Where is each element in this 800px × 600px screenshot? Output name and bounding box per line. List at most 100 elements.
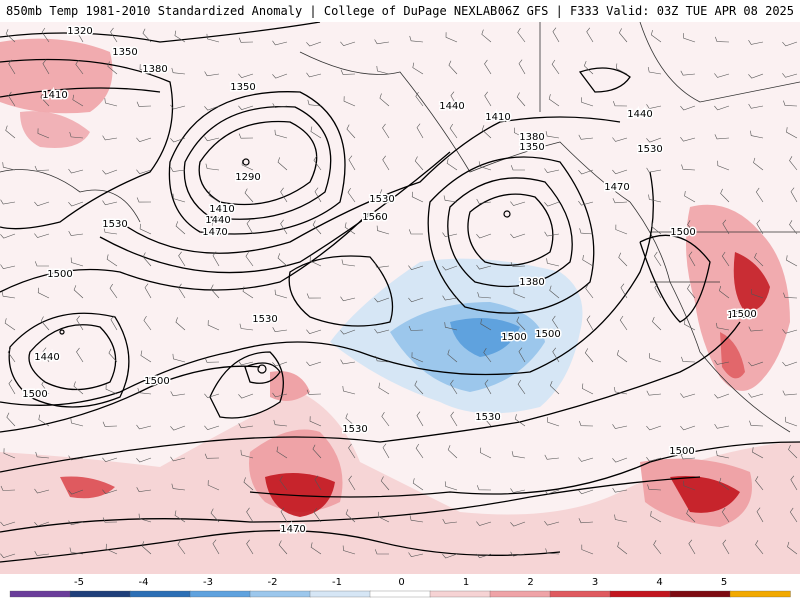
wind-barb bbox=[612, 424, 628, 429]
wind-barb bbox=[408, 552, 424, 558]
wind-barb bbox=[314, 187, 322, 203]
wind-barb bbox=[646, 104, 662, 109]
contour-label: 1560 bbox=[362, 212, 387, 223]
wind-barb bbox=[617, 541, 628, 555]
contour-line bbox=[0, 529, 561, 563]
contour-line bbox=[447, 177, 573, 288]
wind-barb bbox=[204, 453, 220, 459]
wind-barb bbox=[342, 545, 356, 555]
wind-barb bbox=[782, 73, 798, 78]
low-center-mark bbox=[242, 158, 250, 166]
wind-barb bbox=[107, 61, 118, 75]
wind-barb bbox=[238, 393, 254, 399]
wind-barb bbox=[510, 551, 526, 557]
wind-barb bbox=[450, 411, 458, 427]
contour-line bbox=[244, 362, 281, 384]
wind-barb bbox=[108, 348, 118, 363]
wind-barb bbox=[476, 553, 492, 559]
wind-barb bbox=[41, 380, 50, 395]
wind-barb bbox=[516, 316, 526, 331]
contour-label: 1350 bbox=[230, 82, 255, 93]
wind-barb bbox=[277, 157, 288, 171]
contour-label: 1500 bbox=[670, 227, 695, 238]
wind-barb bbox=[544, 521, 560, 526]
contour-label: 1530 bbox=[252, 314, 277, 325]
wind-barb bbox=[175, 317, 186, 331]
coastline bbox=[629, 201, 791, 433]
wind-barb bbox=[278, 540, 288, 555]
wind-barb bbox=[306, 361, 322, 367]
wind-barb bbox=[450, 91, 458, 107]
wind-barb bbox=[208, 190, 220, 203]
wind-barb bbox=[753, 157, 764, 171]
wind-barb bbox=[106, 254, 118, 267]
wind-barb bbox=[171, 483, 186, 491]
wind-barb bbox=[0, 521, 16, 527]
contour-line bbox=[639, 234, 711, 323]
wind-barb bbox=[444, 481, 458, 491]
wind-barb bbox=[377, 511, 390, 523]
wind-barb bbox=[212, 539, 220, 555]
product-title: 850mb Temp 1981-2010 Standardized Anomal… bbox=[6, 4, 498, 18]
wind-barb bbox=[272, 103, 288, 109]
contour-label: 1380 bbox=[519, 132, 544, 143]
wind-barb bbox=[8, 379, 16, 395]
wind-barb bbox=[238, 133, 254, 139]
wind-barb bbox=[544, 454, 560, 460]
colorbar-tick-label: -4 bbox=[139, 577, 149, 588]
map-header: 850mb Temp 1981-2010 Standardized Anomal… bbox=[0, 0, 800, 22]
wind-barb bbox=[476, 198, 492, 204]
wind-barb bbox=[109, 283, 118, 299]
wind-barb bbox=[110, 315, 118, 331]
wind-barb bbox=[144, 283, 152, 299]
wind-barb bbox=[272, 392, 288, 398]
wind-barb bbox=[612, 169, 628, 175]
wind-barb bbox=[582, 254, 594, 267]
wind-barb bbox=[136, 101, 152, 107]
contour-label: 1440 bbox=[627, 109, 652, 120]
wind-barb bbox=[654, 251, 662, 267]
wind-barb bbox=[789, 220, 798, 235]
colorbar-swatch bbox=[669, 590, 731, 598]
wind-barb bbox=[381, 412, 390, 427]
wind-barb bbox=[756, 219, 764, 235]
wind-barb bbox=[376, 65, 390, 75]
wind-barb bbox=[414, 156, 424, 171]
contour-label: 1500 bbox=[501, 332, 526, 343]
contour-label: 1530 bbox=[342, 424, 367, 435]
wind-barb bbox=[548, 94, 560, 107]
wind-barb bbox=[448, 60, 458, 75]
wind-barb bbox=[442, 518, 458, 524]
wind-barb bbox=[272, 361, 288, 367]
contour-labels: 1320135013801410135012901410144014701530… bbox=[21, 25, 758, 537]
colorbar-tick-label: -1 bbox=[332, 577, 342, 588]
colorbar-tick-label: 2 bbox=[527, 577, 533, 588]
contour-label: 1410 bbox=[42, 90, 67, 101]
wind-barb bbox=[204, 425, 220, 431]
wind-barb bbox=[34, 233, 50, 238]
wind-barb bbox=[346, 124, 356, 139]
wind-barb bbox=[0, 264, 16, 270]
wind-barb bbox=[170, 167, 186, 172]
wind-barb bbox=[276, 446, 288, 459]
wind-barb bbox=[415, 443, 424, 459]
wind-barb bbox=[42, 59, 50, 75]
wind-barb bbox=[414, 380, 424, 395]
wind-barb bbox=[210, 508, 220, 523]
contour-label: 1380 bbox=[142, 64, 167, 75]
wind-barb bbox=[73, 285, 84, 299]
wind-barb bbox=[481, 125, 492, 139]
wind-barb bbox=[211, 219, 220, 235]
wind-barb bbox=[136, 487, 152, 493]
wind-barb bbox=[714, 73, 730, 78]
wind-barb bbox=[313, 507, 322, 523]
wind-barb bbox=[207, 480, 220, 491]
wind-barb bbox=[340, 329, 356, 335]
wind-barb bbox=[239, 323, 254, 331]
wind-barb bbox=[748, 40, 764, 45]
wind-barb bbox=[310, 126, 322, 139]
wind-barb bbox=[307, 99, 322, 107]
wind-barb bbox=[408, 229, 423, 235]
wind-barb bbox=[102, 200, 118, 206]
wind-barb bbox=[477, 292, 492, 299]
